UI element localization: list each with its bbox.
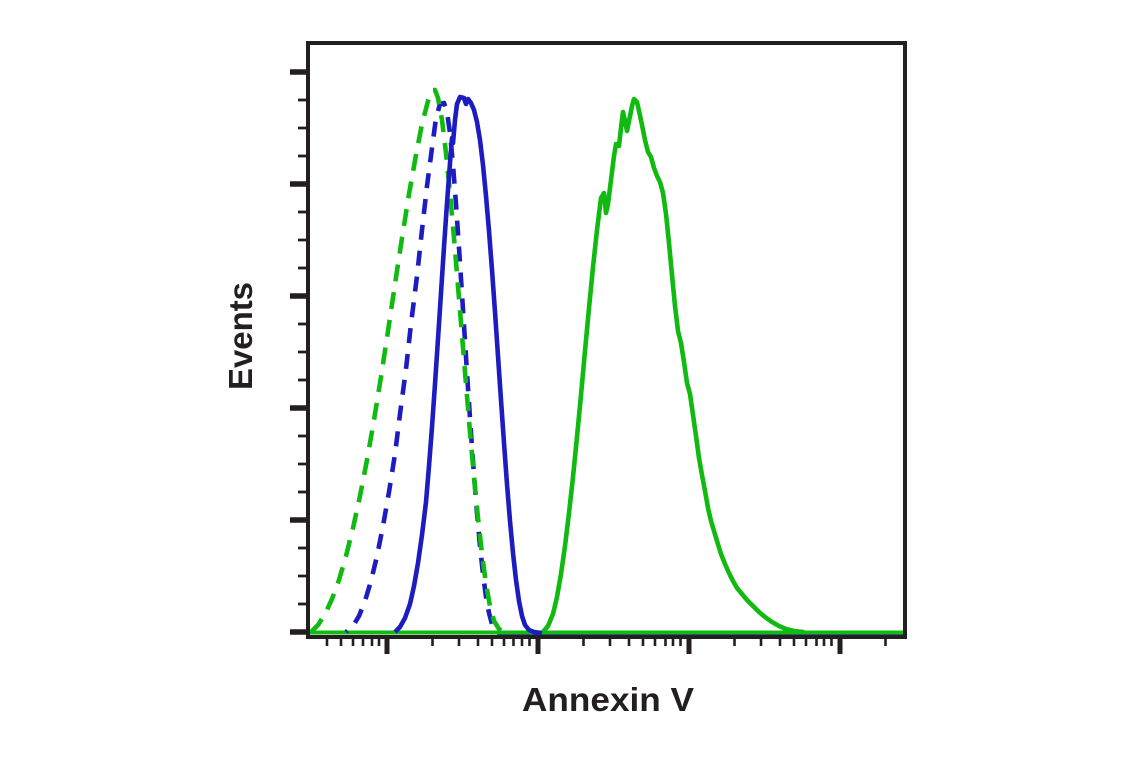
y-axis-label: Events — [222, 282, 259, 390]
green-dashed-histogram — [309, 87, 507, 635]
green-solid-histogram — [541, 96, 805, 635]
x-axis-label: Annexin V — [522, 681, 694, 718]
blue-solid-histogram — [393, 94, 543, 636]
plot-frame — [306, 41, 907, 639]
